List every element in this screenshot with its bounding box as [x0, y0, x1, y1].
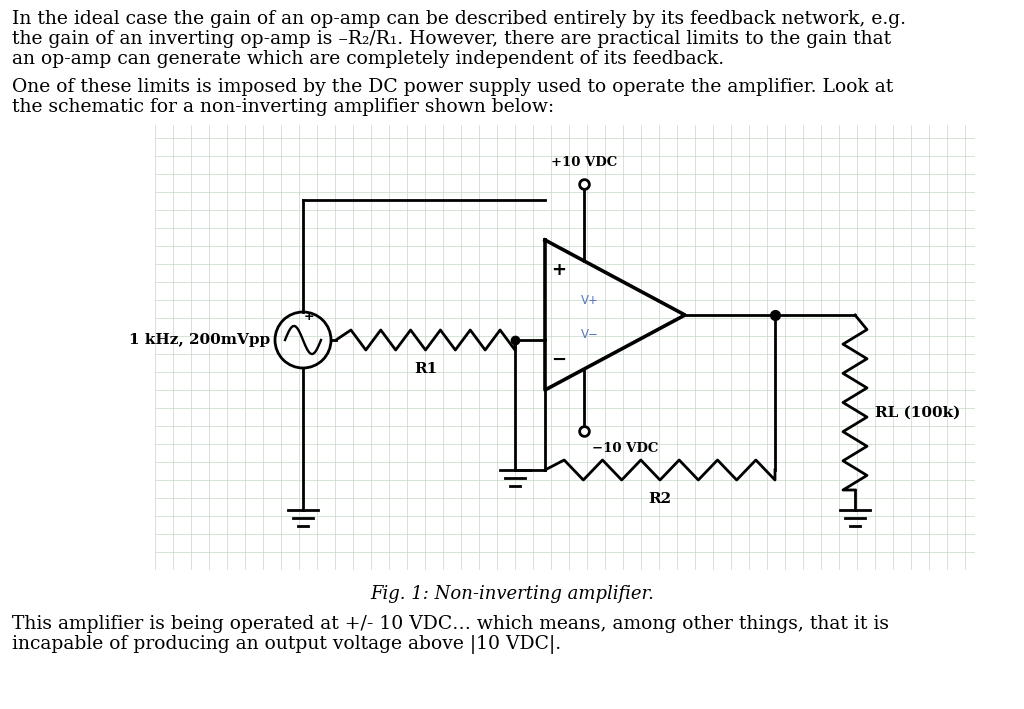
Text: R2: R2: [648, 492, 672, 506]
Text: an op-amp can generate which are completely independent of its feedback.: an op-amp can generate which are complet…: [12, 50, 724, 68]
Text: In the ideal case the gain of an op-amp can be described entirely by its feedbac: In the ideal case the gain of an op-amp …: [12, 10, 906, 28]
Text: 1 kHz, 200mVpp: 1 kHz, 200mVpp: [129, 333, 270, 347]
Text: +: +: [552, 261, 566, 279]
Text: This amplifier is being operated at +/- 10 VDC… which means, among other things,: This amplifier is being operated at +/- …: [12, 615, 889, 633]
Text: V+: V+: [581, 294, 599, 306]
Text: −: −: [552, 351, 566, 369]
Text: incapable of producing an output voltage above |10 VDC|.: incapable of producing an output voltage…: [12, 635, 561, 654]
Text: RL (100k): RL (100k): [874, 406, 961, 420]
Text: Fig. 1: Non-inverting amplifier.: Fig. 1: Non-inverting amplifier.: [370, 585, 654, 603]
Text: −10 VDC: −10 VDC: [592, 442, 658, 455]
Text: the schematic for a non-inverting amplifier shown below:: the schematic for a non-inverting amplif…: [12, 98, 554, 116]
Text: +10 VDC: +10 VDC: [551, 156, 617, 169]
Text: +: +: [304, 310, 314, 323]
Text: the gain of an inverting op-amp is –R₂/R₁. However, there are practical limits t: the gain of an inverting op-amp is –R₂/R…: [12, 30, 891, 48]
Text: V−: V−: [581, 328, 599, 342]
Text: R1: R1: [414, 362, 437, 376]
Text: One of these limits is imposed by the DC power supply used to operate the amplif: One of these limits is imposed by the DC…: [12, 78, 893, 96]
